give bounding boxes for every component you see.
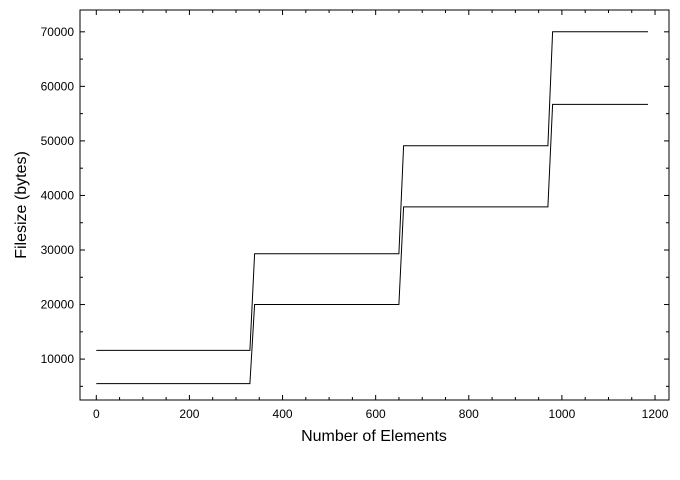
x-tick-label: 0 [93, 407, 100, 421]
y-axis-title: Filesize (bytes) [13, 151, 30, 259]
x-tick-label: 600 [366, 407, 386, 421]
series-line-2 [96, 103, 648, 385]
y-tick-label: 20000 [41, 298, 75, 312]
y-tick-label: 70000 [41, 25, 75, 39]
y-tick-label: 50000 [41, 134, 75, 148]
x-tick-label: 200 [179, 407, 199, 421]
series-line-1 [96, 31, 648, 351]
x-axis-title: Number of Elements [301, 428, 447, 445]
x-axis: 0 200 400 600 800 1000 1200 [93, 10, 669, 421]
x-tick-label: 1200 [642, 407, 669, 421]
plot-frame [79, 9, 670, 401]
x-tick-label: 400 [273, 407, 293, 421]
x-tick-label: 1000 [549, 407, 576, 421]
y-tick-label: 40000 [41, 188, 75, 202]
y-axis: 10000 20000 30000 40000 50000 60000 70000 [41, 25, 669, 387]
y-tick-label: 10000 [41, 352, 75, 366]
series-layer [96, 31, 648, 385]
y-tick-label: 30000 [41, 243, 75, 257]
x-tick-label: 800 [459, 407, 479, 421]
y-tick-label: 60000 [41, 79, 75, 93]
